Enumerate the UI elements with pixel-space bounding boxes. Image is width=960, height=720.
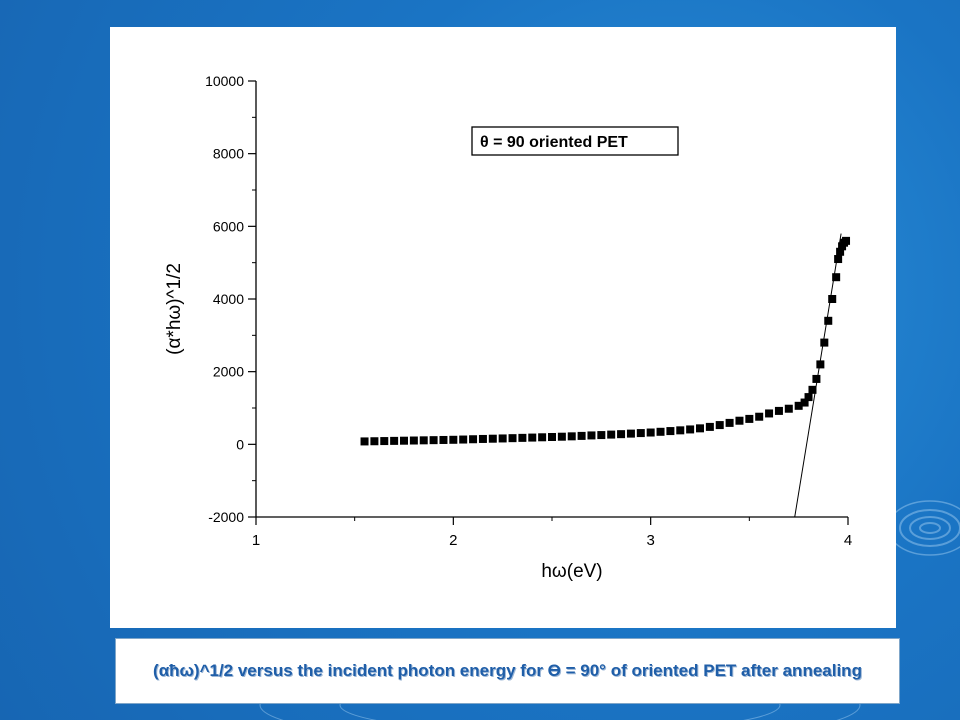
legend: θ = 90 oriented PET	[471, 126, 679, 156]
data-point	[774, 406, 783, 415]
data-point	[469, 435, 478, 444]
y-tick-label: 2000	[213, 364, 244, 380]
data-point	[824, 316, 833, 325]
data-point	[696, 424, 704, 433]
data-point	[834, 255, 843, 264]
data-point	[360, 437, 369, 446]
data-point	[804, 393, 813, 402]
data-point	[488, 434, 497, 443]
data-point	[794, 401, 803, 410]
x-tick-label: 4	[844, 532, 852, 549]
plot-panel: -2000 0 2000 4000 6000 8000 10000 1 2 3 4 hω(eV) (α*…	[110, 27, 896, 628]
data-point	[646, 428, 655, 437]
data-point	[449, 435, 458, 444]
data-point	[478, 434, 487, 443]
slide-number: 9	[885, 680, 894, 697]
legend-box	[471, 126, 679, 156]
x-tick-label: 1	[252, 532, 260, 549]
data-point	[735, 416, 744, 425]
data-point	[784, 404, 793, 413]
data-point	[548, 432, 556, 441]
y-tick-label: 10000	[205, 73, 244, 89]
data-point	[409, 436, 418, 445]
scatter-chart: -2000 0 2000 4000 6000 8000 10000 1 2 3 4 hω(eV) (α*…	[164, 73, 852, 582]
data-point	[390, 436, 399, 445]
data-point	[676, 426, 685, 435]
data-point	[666, 427, 675, 436]
data-point	[820, 338, 829, 347]
y-tick-label: -2000	[208, 509, 244, 525]
data-point	[808, 385, 817, 394]
y-axis-label: (α*hω)^1/2	[164, 263, 185, 355]
data-point	[656, 427, 665, 436]
data-point	[636, 429, 645, 438]
caption-box: (αħω)^1/2 versus the incident photon ene…	[115, 638, 900, 704]
x-tick-label: 3	[646, 532, 654, 549]
data-point	[626, 429, 635, 438]
data-point	[617, 430, 626, 439]
y-tick-label: 8000	[213, 146, 244, 162]
data-point	[439, 435, 448, 444]
data-point	[528, 433, 537, 442]
y-tick-label: 4000	[213, 291, 244, 307]
data-point	[725, 418, 734, 427]
data-point	[745, 414, 754, 423]
data-point	[836, 247, 845, 256]
data-point	[842, 236, 851, 245]
data-point	[370, 437, 379, 446]
data-point	[816, 360, 825, 369]
y-tick-label: 0	[236, 436, 244, 452]
data-point	[567, 432, 576, 441]
data-point	[508, 434, 517, 443]
data-point	[765, 409, 774, 418]
data-point	[518, 433, 527, 442]
data-point	[419, 436, 428, 445]
data-point	[557, 432, 566, 441]
data-point	[715, 421, 724, 430]
data-point	[705, 422, 714, 431]
data-point	[755, 412, 764, 421]
data-point	[429, 436, 438, 445]
data-point	[597, 431, 606, 440]
data-point	[686, 425, 695, 434]
data-point	[832, 273, 841, 282]
slide-caption: (αħω)^1/2 versus the incident photon ene…	[153, 661, 862, 680]
data-point	[538, 433, 547, 442]
data-point	[400, 436, 408, 445]
data-point	[828, 295, 837, 303]
data-point	[498, 434, 507, 443]
data-point	[587, 431, 596, 440]
x-tick-label: 2	[449, 532, 457, 549]
data-point	[800, 398, 809, 407]
y-tick-label: 6000	[213, 218, 244, 234]
x-axis-label: hω(eV)	[541, 561, 602, 582]
data-point	[577, 431, 586, 440]
data-point	[459, 435, 468, 444]
data-point	[812, 374, 821, 383]
data-point	[607, 430, 616, 439]
legend-label: θ = 90 oriented PET	[480, 134, 628, 151]
data-point	[380, 437, 389, 446]
